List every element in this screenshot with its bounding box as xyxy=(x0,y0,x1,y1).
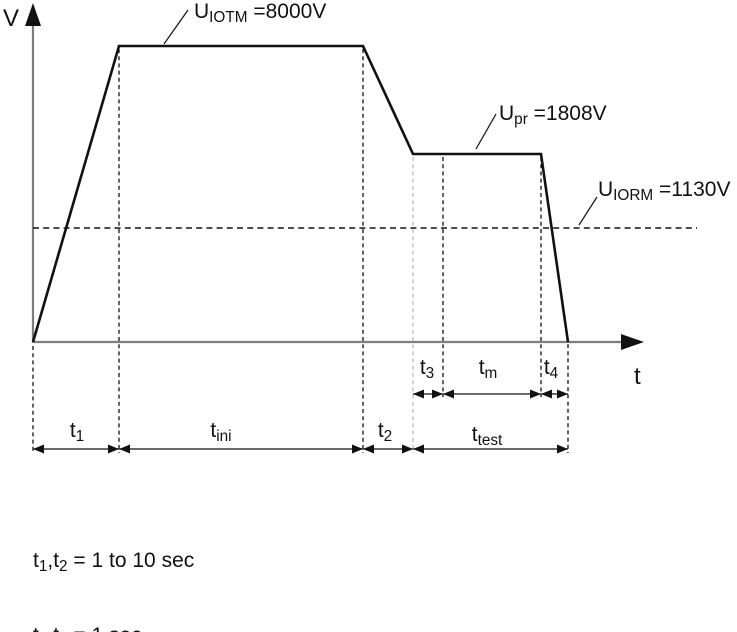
label-t3: t3 xyxy=(419,356,435,382)
leader-lines xyxy=(163,9,598,226)
label-u-iorm: UIORM =1130V xyxy=(598,178,731,204)
legend-line-t3-t4: t3,t4 = 1 sec xyxy=(33,623,299,632)
dimension-row-upper xyxy=(413,389,568,399)
x-axis-arrowhead xyxy=(621,334,644,350)
label-tini: tini xyxy=(210,419,232,445)
label-t1: t1 xyxy=(69,419,85,445)
x-axis-label: t xyxy=(634,363,641,390)
legend-line-t1-t2: t1,t2 = 1 to 10 sec xyxy=(33,549,195,575)
y-axis-label: V xyxy=(3,5,20,32)
upr-leader-line xyxy=(475,113,497,150)
x-axis xyxy=(33,334,644,350)
uiorm-leader-line xyxy=(578,196,598,226)
dimension-row-lower xyxy=(33,444,568,454)
label-ttest: ttest xyxy=(471,423,503,449)
timing-legend: t1,t2 = 1 to 10 sec t3,t4 = 1 sec tm(PAR… xyxy=(33,498,299,632)
label-tm: tm xyxy=(478,356,498,382)
y-axis-arrowhead xyxy=(25,3,41,26)
label-t4: t4 xyxy=(543,356,559,382)
vertical-dashed-guides xyxy=(32,49,569,453)
label-u-pr: Upr =1808V xyxy=(499,102,607,128)
waveform-trace xyxy=(31,44,570,343)
uiotm-leader-line xyxy=(163,9,189,45)
y-axis xyxy=(25,3,41,343)
label-t2: t2 xyxy=(377,419,393,445)
label-u-iotm: UIOTM =8000V xyxy=(194,0,327,26)
